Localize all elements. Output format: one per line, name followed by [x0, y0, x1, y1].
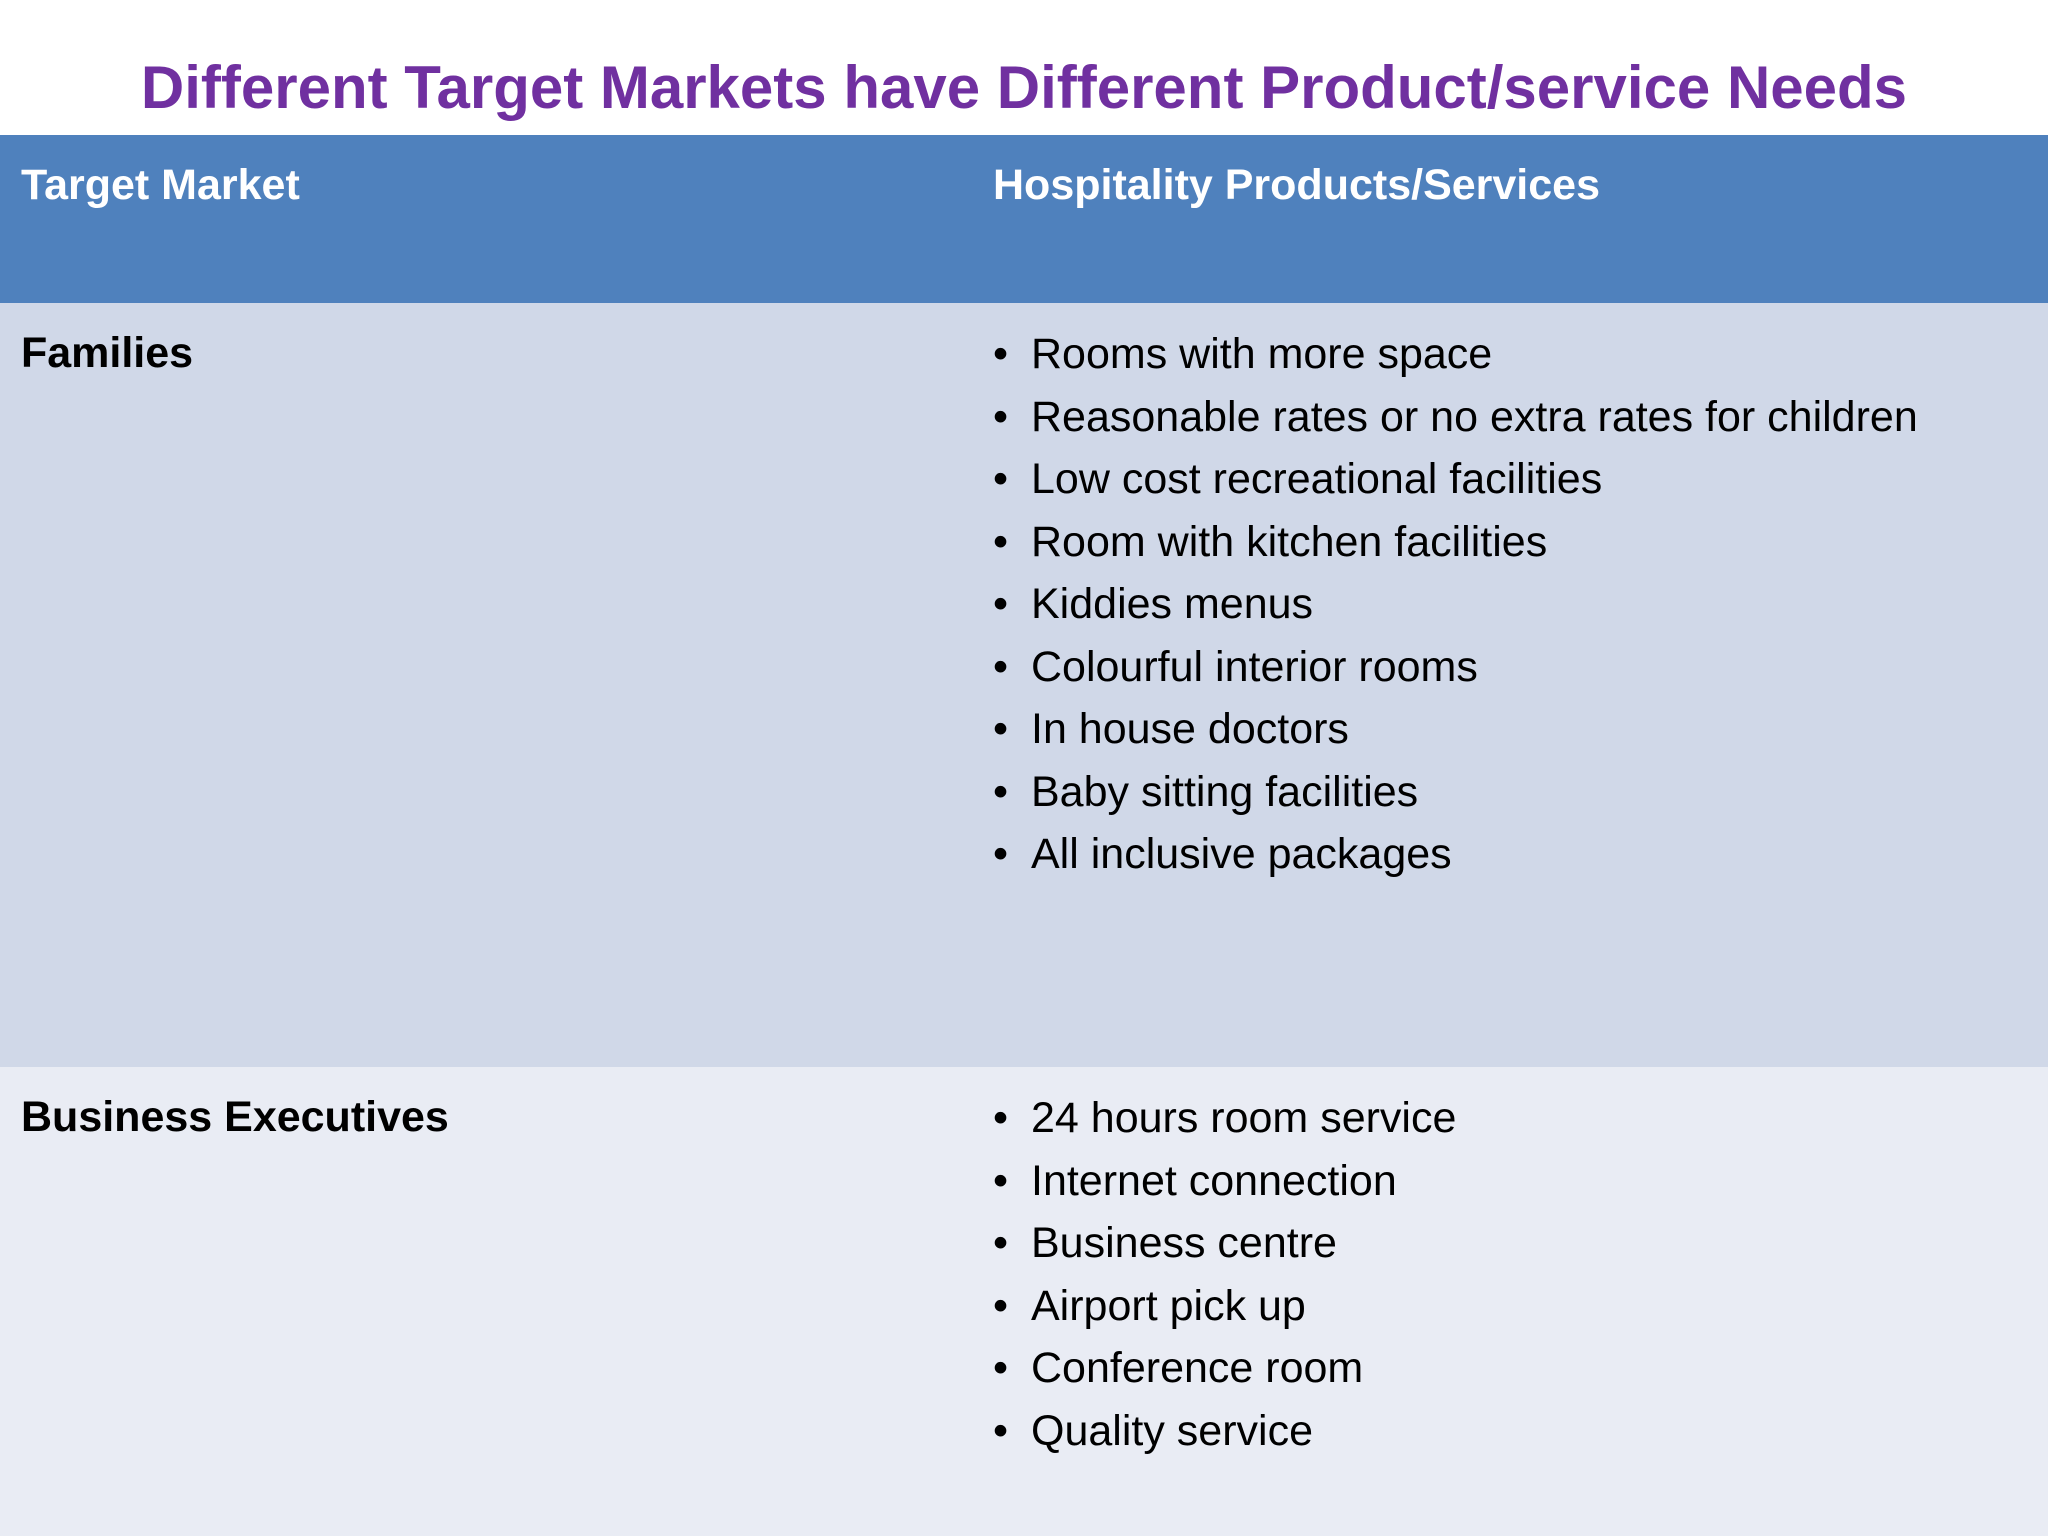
bullet-icon: • [993, 1281, 1009, 1330]
list-item: • Quality service [993, 1400, 2038, 1463]
bullet-icon: • [993, 767, 1009, 816]
slide-title: Different Target Markets have Different … [140, 54, 1908, 121]
bullet-icon: • [993, 455, 1009, 503]
list-item: • Internet connection [993, 1150, 2038, 1213]
products-list-business-executives: • 24 hours room service • Internet connect… [993, 1087, 2038, 1462]
list-item: • Business centre [993, 1212, 2038, 1275]
header-target-market: Target Market [21, 161, 300, 209]
bullet-icon: • [993, 1156, 1009, 1205]
bullet-icon: • [993, 642, 1009, 691]
list-item: • In house doctors [993, 698, 2038, 761]
table-row: Business Executives • 24 hours room servi… [0, 1067, 2048, 1536]
list-item: • Colourful interior rooms [993, 636, 2038, 699]
bullet-icon: • [993, 517, 1009, 566]
table-row: Families • Rooms with more space • Reasona… [0, 303, 2048, 1067]
list-item: • Low cost recreational facilities [993, 448, 2038, 511]
table-header-row: Target Market Hospitality Products/Servi… [0, 135, 2048, 303]
bullet-icon: • [993, 580, 1009, 628]
list-item: • Airport pick up [993, 1275, 2038, 1338]
bullet-icon: • [993, 705, 1009, 753]
bullet-icon: • [993, 830, 1009, 878]
list-item: • Baby sitting facilities [993, 761, 2038, 824]
list-item: • Rooms with more space [993, 323, 2038, 386]
products-cell-business-executives: • 24 hours room service • Internet connect… [993, 1087, 2038, 1462]
list-item: • 24 hours room service [993, 1087, 2038, 1150]
market-name-business-executives: Business Executives [21, 1093, 449, 1141]
market-name-families: Families [21, 329, 194, 377]
list-item: • Reasonable rates or no extra rates for … [993, 386, 2038, 449]
bullet-icon: • [993, 392, 1009, 441]
list-item: • Kiddies menus [993, 573, 2038, 636]
list-item: • All inclusive packages [993, 823, 2038, 886]
products-list-families: • Rooms with more space • Reasonable rates… [993, 323, 2038, 886]
list-item: • Room with kitchen facilities [993, 511, 2038, 574]
bullet-icon: • [993, 1219, 1009, 1267]
bullet-icon: • [993, 1094, 1009, 1142]
products-cell-families: • Rooms with more space • Reasonable rates… [993, 323, 2038, 886]
bullet-icon: • [993, 1344, 1009, 1392]
bullet-icon: • [993, 1406, 1009, 1455]
list-item: • Conference room [993, 1337, 2038, 1400]
header-hospitality-products: Hospitality Products/Services [993, 161, 1600, 209]
bullet-icon: • [993, 330, 1009, 378]
target-market-table: Target Market Hospitality Products/Servi… [0, 135, 2048, 1536]
